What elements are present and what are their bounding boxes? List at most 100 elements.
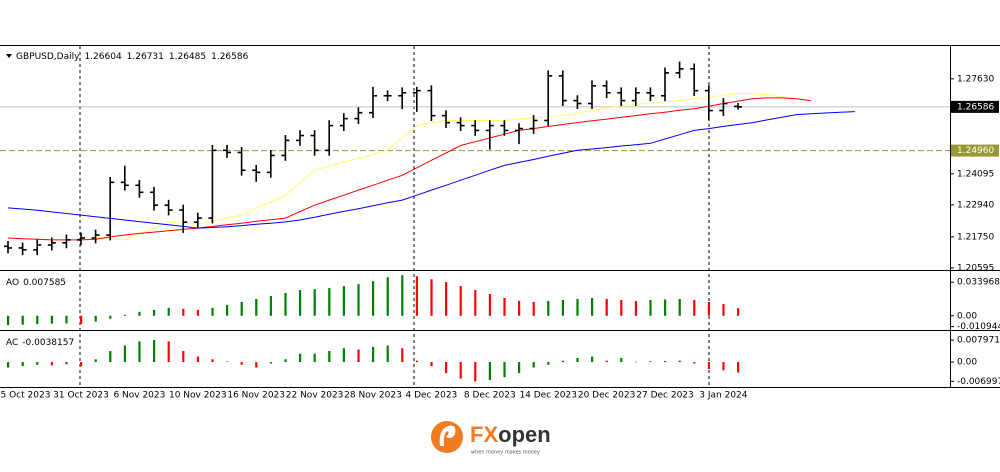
ohlc-bar [471,120,480,136]
histogram-bar [357,284,360,316]
logo-tagline: when money makes money [471,450,540,456]
histogram-bar [269,296,272,316]
histogram-bar [605,298,608,316]
histogram-bar [21,362,24,367]
histogram-bar [547,300,550,316]
histogram-bar [21,315,24,325]
ohlc-bar [500,120,509,136]
histogram-bar [576,357,579,363]
header-value: 1.26586 [211,52,248,62]
header-value: 1.26731 [127,52,164,62]
y-tick-label: 1.24095 [957,169,994,179]
ohlc-bar [47,237,56,251]
histogram-bar [401,275,404,316]
menu-triangle[interactable] [6,54,12,58]
ohlc-bar [412,86,421,112]
histogram-bar [401,348,404,363]
histogram-bar [518,362,521,374]
ohlc-bar [339,113,348,131]
indicator-header: AO 0.007585 [6,278,66,288]
histogram-bar [737,362,740,373]
histogram-bar [109,315,112,319]
histogram-bar [532,301,535,316]
ohlc-bar [529,115,538,134]
indicator-value: -0.0038157 [22,338,74,348]
histogram-bar [591,356,594,363]
histogram-bar [167,341,170,363]
symbol-title: GBPUSD,Daily [16,52,80,62]
histogram-bar [445,362,448,374]
histogram-bar [386,277,389,316]
ohlc-bar [91,229,100,244]
price-label: 1.26586 [957,102,994,112]
histogram-bar [153,339,156,363]
chart-header: GBPUSD,Daily 1.26604 1.26731 1.26485 1.26586 [16,52,249,62]
histogram-bar [123,345,126,363]
ohlc-bar [310,130,319,156]
ohlc-bar [558,70,567,106]
histogram-bar [342,348,345,363]
logo: FXopen when money makes money [431,421,551,456]
ohlc-bar [602,80,611,99]
histogram-bar [328,288,331,316]
moving-average [7,97,812,241]
histogram-bar [226,361,229,363]
ohlc-bar [354,107,363,124]
ohlc-bar [675,61,684,79]
ohlc-bar [383,90,392,102]
x-tick-label: 4 Dec 2023 [406,391,458,401]
ohlc-bar [485,120,494,150]
histogram-bar [561,299,564,316]
ohlc-bar [369,86,377,119]
ohlc-bar [515,123,523,145]
histogram-bar [196,356,199,363]
ohlc-bar [62,234,71,249]
histogram-bar [182,308,185,316]
y-tick-label: 0.033968 [957,278,1000,288]
indicator-title: AO [6,278,19,288]
ohlc-bar [266,150,275,178]
y-tick-label: -0.006997 [957,377,1000,387]
histogram-bar [211,307,214,316]
ohlc-bar [325,120,334,156]
histogram-bar [576,298,579,316]
histogram-bar [591,297,594,316]
ohlc-bar [164,199,173,216]
histogram-bar [357,349,360,363]
moving-average [7,111,855,229]
histogram-bar [226,304,229,316]
ohlc-bar [281,135,290,161]
histogram-bar [123,314,126,316]
ohlc-bar [18,242,27,256]
header-value: 1.26485 [169,52,206,62]
ohlc-bar [617,87,626,106]
y-tick-label: 0.00 [957,311,977,321]
histogram-bar [313,289,316,316]
histogram-bar [693,299,696,316]
ohlc-bar [398,87,407,110]
histogram-bar [488,362,491,380]
histogram-bar [634,300,637,316]
ohlc-bar [120,165,129,191]
y-tick-label: 1.21750 [957,232,994,242]
histogram-bar [138,311,141,316]
histogram-bar [459,362,462,379]
histogram-bar [342,286,345,316]
price-label-box [951,144,999,157]
y-tick-label: 0.0079716 [957,336,1000,346]
histogram-bar [211,359,214,363]
ohlc-bar [690,63,699,97]
histogram-bar [693,362,696,364]
ohlc-bar [33,239,42,256]
histogram-bar [50,362,53,366]
histogram-bar [299,290,302,316]
histogram-bar [488,294,491,316]
histogram-bar [65,315,68,324]
ohlc-bar [661,67,669,102]
histogram-bar [65,362,68,365]
histogram-bar [255,362,258,368]
x-tick-label: 3 Jan 2024 [699,391,747,401]
ohlc-bar [704,85,713,120]
ohlc-bar [223,144,231,158]
